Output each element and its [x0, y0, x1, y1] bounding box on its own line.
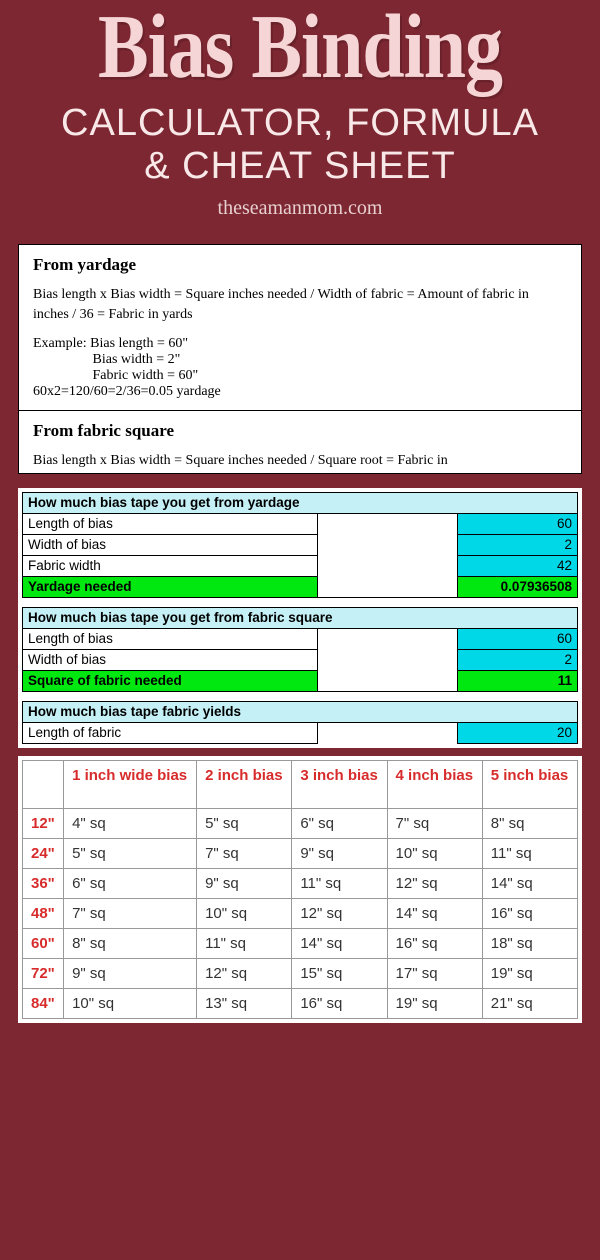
cheat-cell: 4" sq [64, 808, 197, 838]
cheat-cell: 17" sq [387, 958, 482, 988]
cheat-cell: 10" sq [64, 988, 197, 1018]
cheat-cell: 12" sq [292, 898, 387, 928]
table-row: 60"8" sq11" sq14" sq16" sq18" sq [23, 928, 578, 958]
table-row: 48"7" sq10" sq12" sq14" sq16" sq [23, 898, 578, 928]
cheat-cell: 16" sq [292, 988, 387, 1018]
cheat-cell: 11" sq [482, 838, 577, 868]
cheat-row-label: 84" [23, 988, 64, 1018]
formula-heading-square: From fabric square [33, 421, 567, 441]
cheat-cell: 14" sq [387, 898, 482, 928]
cheat-sheet-panel: 1 inch wide bias 2 inch bias 3 inch bias… [18, 756, 582, 1023]
cheat-col-header: 5 inch bias [482, 760, 577, 808]
cheat-cell: 6" sq [292, 808, 387, 838]
cheat-cell: 18" sq [482, 928, 577, 958]
cheat-cell: 16" sq [387, 928, 482, 958]
cheat-cell: 8" sq [482, 808, 577, 838]
cheat-cell: 19" sq [387, 988, 482, 1018]
cheat-sheet-table: 1 inch wide bias 2 inch bias 3 inch bias… [22, 760, 578, 1019]
table-row: 24"5" sq7" sq9" sq10" sq11" sq [23, 838, 578, 868]
formula-example: Example: Bias length = 60" Bias width = … [33, 336, 567, 400]
table-row: 12"4" sq5" sq6" sq7" sq8" sq [23, 808, 578, 838]
calc-value: 60 [458, 513, 578, 534]
formula-text-yardage: Bias length x Bias width = Square inches… [33, 285, 567, 326]
header: Bias Binding CALCULATOR, FORMULA & CHEAT… [0, 0, 600, 230]
cheat-cell: 11" sq [197, 928, 292, 958]
cheat-cell: 21" sq [482, 988, 577, 1018]
cheat-header-row: 1 inch wide bias 2 inch bias 3 inch bias… [23, 760, 578, 808]
cheat-col-header: 3 inch bias [292, 760, 387, 808]
table-row: 36"6" sq9" sq11" sq12" sq14" sq [23, 868, 578, 898]
cheat-cell: 10" sq [387, 838, 482, 868]
cheat-cell: 5" sq [197, 808, 292, 838]
calc-value: 2 [458, 649, 578, 670]
cheat-cell: 13" sq [197, 988, 292, 1018]
calculator-table: How much bias tape you get from yardage … [22, 492, 578, 744]
cheat-cell: 12" sq [197, 958, 292, 988]
calc-label: Length of fabric [23, 722, 318, 743]
cheat-cell: 10" sq [197, 898, 292, 928]
calc-value: 2 [458, 534, 578, 555]
calc-label: Width of bias [23, 534, 318, 555]
calc-label: Length of bias [23, 513, 318, 534]
calc-header-square: How much bias tape you get from fabric s… [23, 607, 578, 628]
calculator-panel: How much bias tape you get from yardage … [18, 488, 582, 748]
cheat-col-header: 2 inch bias [197, 760, 292, 808]
calc-value: 60 [458, 628, 578, 649]
calc-result-label: Yardage needed [23, 576, 318, 597]
cheat-cell: 9" sq [64, 958, 197, 988]
cheat-cell: 14" sq [292, 928, 387, 958]
formula-yardage-section: From yardage Bias length x Bias width = … [19, 245, 581, 411]
subtitle: CALCULATOR, FORMULA & CHEAT SHEET [20, 102, 580, 189]
cheat-row-label: 48" [23, 898, 64, 928]
table-row: 72"9" sq12" sq15" sq17" sq19" sq [23, 958, 578, 988]
cheat-row-label: 60" [23, 928, 64, 958]
calc-result-value: 0.07936508 [458, 576, 578, 597]
formula-panel: From yardage Bias length x Bias width = … [18, 244, 582, 474]
cheat-row-label: 36" [23, 868, 64, 898]
cheat-cell: 9" sq [197, 868, 292, 898]
cheat-col-header [23, 760, 64, 808]
cheat-row-label: 12" [23, 808, 64, 838]
calc-result-label: Square of fabric needed [23, 670, 318, 691]
calc-value: 42 [458, 555, 578, 576]
cheat-row-label: 24" [23, 838, 64, 868]
main-title: Bias Binding [20, 9, 580, 87]
cheat-cell: 19" sq [482, 958, 577, 988]
cheat-cell: 8" sq [64, 928, 197, 958]
calc-header-yardage: How much bias tape you get from yardage [23, 492, 578, 513]
cheat-cell: 6" sq [64, 868, 197, 898]
cheat-col-header: 4 inch bias [387, 760, 482, 808]
cheat-cell: 5" sq [64, 838, 197, 868]
calc-label: Length of bias [23, 628, 318, 649]
cheat-cell: 16" sq [482, 898, 577, 928]
formula-heading-yardage: From yardage [33, 255, 567, 275]
cheat-cell: 9" sq [292, 838, 387, 868]
calc-label: Fabric width [23, 555, 318, 576]
calc-result-value: 11 [458, 670, 578, 691]
cheat-cell: 7" sq [64, 898, 197, 928]
formula-text-square: Bias length x Bias width = Square inches… [33, 451, 567, 471]
cheat-row-label: 72" [23, 958, 64, 988]
formula-square-section: From fabric square Bias length x Bias wi… [19, 411, 581, 473]
calc-value: 20 [458, 722, 578, 743]
cheat-cell: 12" sq [387, 868, 482, 898]
calc-label: Width of bias [23, 649, 318, 670]
cheat-cell: 7" sq [197, 838, 292, 868]
site-url: theseamanmom.com [20, 197, 580, 220]
cheat-cell: 11" sq [292, 868, 387, 898]
cheat-cell: 15" sq [292, 958, 387, 988]
cheat-cell: 7" sq [387, 808, 482, 838]
cheat-cell: 14" sq [482, 868, 577, 898]
cheat-col-header: 1 inch wide bias [64, 760, 197, 808]
table-row: 84"10" sq13" sq16" sq19" sq21" sq [23, 988, 578, 1018]
calc-header-yields: How much bias tape fabric yields [23, 701, 578, 722]
